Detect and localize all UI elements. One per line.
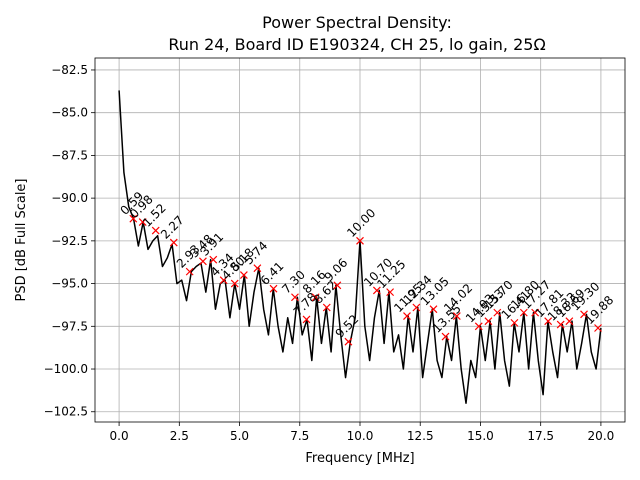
x-tick-label: 20.0 <box>588 429 615 443</box>
y-tick-label: −85.0 <box>51 106 88 120</box>
y-tick-label: −100.0 <box>44 362 88 376</box>
chart-title: Run 24, Board ID E190324, CH 25, lo gain… <box>168 35 545 54</box>
plot-frame <box>94 57 626 423</box>
peak-marker <box>199 257 207 266</box>
peak-marker <box>412 303 421 312</box>
peak-marker <box>594 324 602 332</box>
x-tick-label: 0.0 <box>110 429 129 443</box>
peak-marker <box>386 288 395 297</box>
peak-marker <box>510 318 519 327</box>
peak-marker <box>519 308 528 317</box>
peak-marker <box>344 337 353 346</box>
peak-marker <box>269 284 278 293</box>
peak-marker <box>185 267 194 276</box>
peak-marker <box>291 293 299 302</box>
peak-marker <box>219 276 228 285</box>
peak-marker <box>209 255 218 264</box>
peak-marker <box>493 308 502 317</box>
x-tick-label: 7.5 <box>290 429 309 443</box>
peak-marker <box>531 308 540 317</box>
x-tick-label: 12.5 <box>407 429 434 443</box>
peak-marker <box>239 271 248 279</box>
peak-marker <box>138 218 147 226</box>
peak-marker <box>429 305 438 314</box>
y-axis-label: PSD [dB Full Scale] <box>14 178 29 301</box>
peak-label: 10.00 <box>344 206 378 240</box>
peak-marker <box>403 312 411 320</box>
peak-marker <box>230 279 239 288</box>
y-tick-label: −90.0 <box>51 191 88 205</box>
peak-marker <box>565 317 574 326</box>
x-axis-label: Frequency [MHz] <box>305 451 414 466</box>
peak-marker <box>484 317 493 326</box>
peak-marker <box>169 238 178 247</box>
peak-marker <box>333 281 342 290</box>
peak-marker <box>441 332 450 341</box>
chart-title: Power Spectral Density: <box>262 13 452 32</box>
peak-marker <box>544 317 553 326</box>
peak-marker <box>129 214 138 223</box>
peak-marker <box>356 236 364 245</box>
peak-marker <box>302 315 311 324</box>
peak-marker <box>322 303 331 312</box>
x-tick-label: 10.0 <box>347 429 374 443</box>
x-tick-label: 2.5 <box>170 429 189 443</box>
peak-marker <box>311 293 320 302</box>
y-tick-label: −95.0 <box>51 277 88 291</box>
peak-marker <box>253 264 262 273</box>
peak-marker <box>372 286 381 295</box>
y-tick-label: −92.5 <box>51 234 88 248</box>
peak-label: 5.74 <box>242 239 271 268</box>
peak-marker <box>474 322 483 331</box>
y-tick-label: −82.5 <box>51 63 88 77</box>
y-tick-label: −102.5 <box>44 405 88 419</box>
peak-marker <box>452 312 461 320</box>
y-tick-label: −87.5 <box>51 148 88 162</box>
peak-marker <box>556 320 565 329</box>
x-tick-label: 5.0 <box>230 429 249 443</box>
peak-marker <box>151 226 160 235</box>
x-tick-label: 15.0 <box>467 429 494 443</box>
y-tick-label: −97.5 <box>51 319 88 333</box>
peak-label: 9.06 <box>322 256 351 285</box>
peak-marker <box>580 310 588 319</box>
x-tick-label: 17.5 <box>527 429 554 443</box>
